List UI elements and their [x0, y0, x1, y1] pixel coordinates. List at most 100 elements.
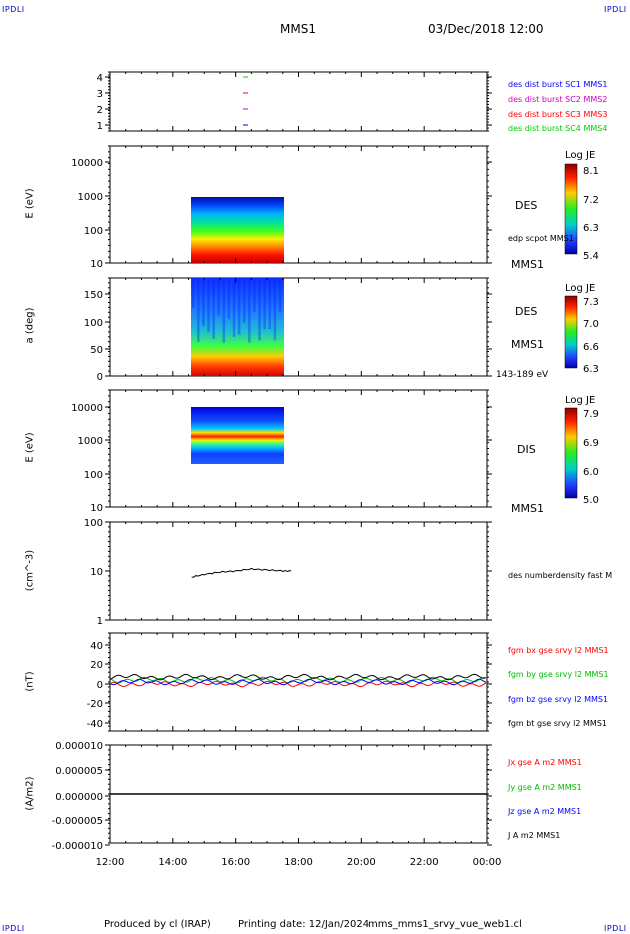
legend-sc3: des dist burst SC3 MMS3	[508, 110, 608, 119]
y-tick-label: 0	[97, 372, 103, 383]
x-tick-label: 12:00	[96, 857, 125, 868]
des-pitch-spectrogram	[191, 278, 284, 376]
y-tick-label: 10000	[71, 158, 103, 169]
legend-jy: Jy gse A m2 MMS1	[508, 783, 582, 792]
x-tick-label: 00:00	[473, 857, 502, 868]
legend-bt: fgm bt gse srvy l2 MMS1	[508, 719, 607, 728]
y-tick-label: 10	[90, 503, 103, 514]
y-tick-label: 1	[97, 616, 103, 627]
legend-jz: Jz gse A m2 MMS1	[508, 807, 582, 816]
ylabel-density: (cm^-3)	[24, 549, 36, 592]
density-line	[191, 567, 292, 578]
pitch-texture-stripe	[268, 278, 271, 330]
y-tick-label: 3	[97, 89, 103, 100]
des-pitch-energy-range: 143-189 eV	[496, 370, 549, 380]
dis-energy-spectrogram	[191, 407, 284, 464]
panel-des-pitch-frame	[109, 277, 488, 377]
pitch-texture-stripe	[212, 278, 215, 339]
des-energy-sc-label: MMS1	[511, 258, 544, 271]
footer-produced-by: Produced by cl (IRAP)	[104, 919, 211, 930]
pitch-texture-stripe	[253, 278, 256, 312]
y-tick-label: -0.000010	[52, 841, 103, 852]
y-tick-label: 0	[97, 680, 103, 691]
y-tick-label: 0.000005	[55, 766, 103, 777]
ylabel-dis-energy: E (eV)	[24, 432, 36, 463]
pitch-texture-stripe	[243, 278, 246, 323]
ylabel-bfield: (nT)	[24, 671, 36, 692]
x-tick-label: 16:00	[221, 857, 250, 868]
pitch-texture-stripe	[197, 278, 200, 342]
des-energy-instrument: DES	[515, 199, 538, 212]
cbar-des-energy	[564, 163, 578, 255]
corner-label-br: IPDLI	[604, 924, 627, 933]
pitch-texture-stripe	[237, 278, 241, 335]
y-tick-label: 10	[90, 567, 103, 578]
legend-sc2: des dist burst SC2 MMS2	[508, 95, 608, 104]
pitch-texture-stripe	[222, 278, 226, 343]
footer-printing-date: Printing date: 12/Jan/2024	[238, 919, 370, 930]
y-tick-label: 1	[97, 121, 103, 132]
y-tick-label: 1000	[78, 436, 103, 447]
panel-dis-energy-frame	[109, 389, 488, 508]
cbar-des-energy-title: Log JE	[565, 150, 596, 161]
y-tick-label: 10000	[71, 403, 103, 414]
des-energy-spectrogram	[191, 197, 284, 263]
y-tick-label: -20	[87, 699, 103, 710]
cbar-dis-energy-tick: 7.9	[583, 409, 599, 420]
y-tick-label: 20	[90, 660, 103, 671]
pitch-texture-stripe	[248, 278, 251, 343]
y-tick-label: 100	[84, 226, 103, 237]
spacecraft-title: MMS1	[280, 22, 316, 36]
y-tick-label: 40	[90, 641, 103, 652]
des-pitch-sc-label: MMS1	[511, 338, 544, 351]
legend-sc4: des dist burst SC4 MMS4	[508, 124, 608, 133]
date-title: 03/Dec/2018 12:00	[428, 22, 544, 36]
des-pitch-instrument: DES	[515, 305, 538, 318]
pitch-texture-stripe	[278, 278, 282, 312]
ylabel-des-energy: E (eV)	[24, 188, 36, 219]
cbar-des-pitch-title: Log JE	[565, 283, 596, 294]
y-tick-label: 0.000010	[55, 741, 103, 752]
corner-label-bl: IPDLI	[2, 924, 25, 933]
cbar-dis-energy	[564, 407, 578, 499]
cbar-des-pitch-tick: 7.0	[583, 319, 599, 330]
pitch-texture-stripe	[263, 278, 266, 330]
pitch-texture-stripe	[258, 278, 261, 341]
footer-filename: mms_mms1_srvy_vue_web1.cl	[368, 919, 522, 930]
dis-energy-sc-label: MMS1	[511, 502, 544, 515]
y-tick-label: 100	[84, 470, 103, 481]
panel-availability-frame	[109, 71, 488, 132]
legend-by: fgm by gse srvy l2 MMS1	[508, 670, 609, 679]
pitch-texture-stripe	[192, 278, 195, 308]
bfield-line-bt	[109, 673, 487, 681]
cbar-dis-energy-tick: 6.0	[583, 467, 599, 478]
pitch-texture-stripe	[232, 278, 236, 337]
bfield-line-bx	[109, 680, 487, 688]
cbar-des-pitch	[564, 295, 578, 369]
ylabel-des-pitch: a (deg)	[24, 307, 36, 344]
cbar-des-pitch-tick: 6.3	[583, 364, 599, 375]
cbar-dis-energy-tick: 5.0	[583, 495, 599, 506]
y-tick-label: 100	[84, 318, 103, 329]
pitch-texture-stripe	[207, 278, 210, 333]
corner-label-tr: IPDLI	[604, 5, 627, 14]
dis-energy-instrument: DIS	[517, 443, 536, 456]
ylabel-current: (A/m2)	[24, 776, 36, 811]
cbar-des-pitch-tick: 6.6	[583, 342, 599, 353]
legend-sc1: des dist burst SC1 MMS1	[508, 80, 608, 89]
legend-bx: fgm bx gse srvy l2 MMS1	[508, 646, 609, 655]
pitch-texture-stripe	[217, 278, 220, 316]
cbar-des-energy-tick: 6.3	[583, 223, 599, 234]
y-tick-label: -40	[87, 719, 103, 730]
x-tick-label: 20:00	[347, 857, 376, 868]
cbar-dis-energy-title: Log JE	[565, 395, 596, 406]
pitch-texture-stripe	[202, 278, 205, 327]
legend-jx: Jx gse A m2 MMS1	[508, 758, 582, 767]
legend-bz: fgm bz gse srvy l2 MMS1	[508, 695, 609, 704]
y-tick-label: 1000	[78, 192, 103, 203]
y-tick-label: 10	[90, 259, 103, 270]
des-energy-scpot-label: edp scpot MMS1	[508, 234, 574, 243]
y-tick-label: 4	[97, 73, 103, 84]
corner-label-tl: IPDLI	[2, 5, 25, 14]
